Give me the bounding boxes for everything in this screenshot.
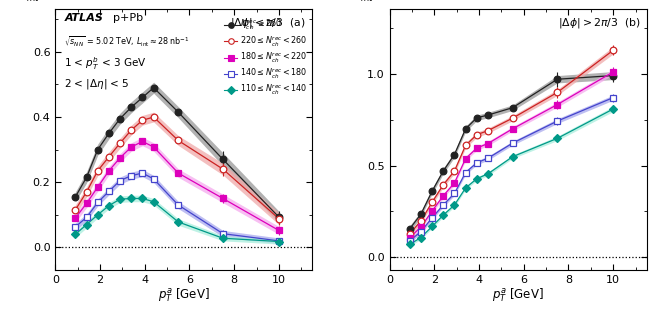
Text: 1 < $p_T^b$ < 3 GeV: 1 < $p_T^b$ < 3 GeV <box>64 55 147 72</box>
X-axis label: $p_T^a$ [GeV]: $p_T^a$ [GeV] <box>158 286 210 304</box>
X-axis label: $p_T^a$ [GeV]: $p_T^a$ [GeV] <box>492 286 544 304</box>
Text: 2 < |$\Delta\eta$| < 5: 2 < |$\Delta\eta$| < 5 <box>64 77 130 91</box>
Y-axis label: $Y_{int}$: $Y_{int}$ <box>19 0 40 4</box>
Text: $|\Delta\phi|<\pi/3$  (a): $|\Delta\phi|<\pi/3$ (a) <box>231 16 306 30</box>
Text: $\sqrt{s_{NN}}$ = 5.02 TeV, $L_{\mathrm{int}}\approx28\,\mathrm{nb}^{-1}$: $\sqrt{s_{NN}}$ = 5.02 TeV, $L_{\mathrm{… <box>64 34 190 49</box>
Text: p+Pb: p+Pb <box>113 13 143 23</box>
Y-axis label: $Y_{int}$: $Y_{int}$ <box>353 0 374 4</box>
Legend: $N_{ch}^{rec} \geq 260$, $220 \leq N_{ch}^{rec} < 260$, $180 \leq N_{ch}^{rec} <: $N_{ch}^{rec} \geq 260$, $220 \leq N_{ch… <box>224 17 308 98</box>
Text: ATLAS: ATLAS <box>64 13 103 23</box>
Text: $|\Delta\phi|>2\pi/3$  (b): $|\Delta\phi|>2\pi/3$ (b) <box>558 16 640 30</box>
